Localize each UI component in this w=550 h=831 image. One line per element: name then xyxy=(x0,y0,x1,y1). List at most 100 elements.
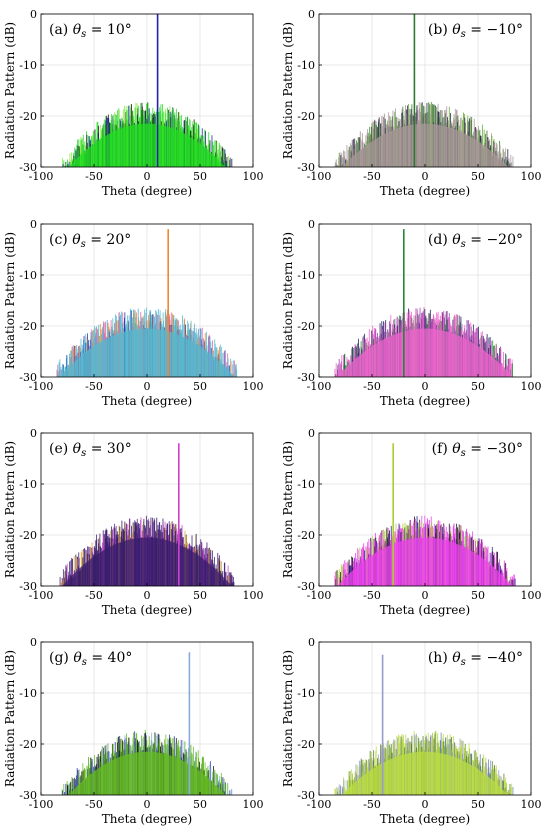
y-tick-label: 0 xyxy=(30,636,37,649)
y-tick-label: -10 xyxy=(19,687,37,700)
panel-letter: (e) xyxy=(49,441,73,457)
x-tick-label: -100 xyxy=(307,380,332,393)
x-tick-label: -100 xyxy=(29,380,54,393)
x-tick-label: -100 xyxy=(307,798,332,811)
theta-subscript: s xyxy=(461,448,466,459)
x-tick-label: -100 xyxy=(29,589,54,602)
panel-label: (a) θs = 10° xyxy=(49,22,132,40)
panel-label: (b) θs = −10° xyxy=(428,22,523,40)
panel-label: (h) θs = −40° xyxy=(428,650,523,668)
subplot-d: -100 -50 0 50 100 0 -10 -20 -30 Theta (degree) Rad… xyxy=(281,218,542,408)
x-tick-label: 0 xyxy=(422,589,429,602)
x-tick-label: -100 xyxy=(29,170,54,183)
y-axis-label: Radiation Pattern (dB) xyxy=(3,22,17,159)
y-tick-label: -10 xyxy=(19,269,37,282)
y-tick-label: -30 xyxy=(19,161,37,174)
steer-value: = 40° xyxy=(87,650,132,666)
subplot-e: -100 -50 0 50 100 0 -10 -20 -30 Theta (degree) Rad… xyxy=(3,427,264,617)
y-tick-label: -20 xyxy=(19,738,37,751)
subplot-g: -100 -50 0 50 100 0 -10 -20 -30 Theta (degree) Rad… xyxy=(3,636,264,826)
panel-letter: (a) xyxy=(49,22,73,38)
steer-value: = −30° xyxy=(466,441,523,457)
y-tick-label: 0 xyxy=(308,8,315,21)
y-tick-label: -20 xyxy=(19,320,37,333)
x-tick-label: -50 xyxy=(363,589,381,602)
subplot-a: -100 -50 0 50 100 0 -10 -20 -30 Theta (degree) Rad… xyxy=(3,8,264,198)
subplot-b: -100 -50 0 50 100 0 -10 -20 -30 Theta (degree) Rad… xyxy=(281,8,542,198)
theta-subscript: s xyxy=(81,239,86,250)
panel-label: (g) θs = 40° xyxy=(49,650,132,668)
x-tick-label: -50 xyxy=(363,798,381,811)
x-tick-label: 50 xyxy=(471,798,485,811)
x-tick-label: 100 xyxy=(521,170,542,183)
pattern-series xyxy=(59,443,235,586)
theta-subscript: s xyxy=(461,239,466,250)
sidelobe-envelope xyxy=(334,751,516,795)
theta-symbol: θ xyxy=(452,441,461,457)
theta-symbol: θ xyxy=(452,650,461,666)
x-tick-label: -100 xyxy=(307,589,332,602)
y-axis-label: Radiation Pattern (dB) xyxy=(3,232,17,369)
y-tick-label: -30 xyxy=(19,371,37,384)
subplot-f: -100 -50 0 50 100 0 -10 -20 -30 Theta (degree) Rad… xyxy=(281,427,542,617)
steer-value: = −10° xyxy=(466,22,523,38)
sidelobe-envelope xyxy=(60,537,234,586)
panel-label: (f) θs = −30° xyxy=(432,441,523,459)
panel-label: (c) θs = 20° xyxy=(49,232,131,250)
theta-subscript: s xyxy=(461,657,466,668)
subplot-c: -100 -50 0 50 100 0 -10 -20 -30 Theta (degree) Rad… xyxy=(3,218,264,408)
x-tick-label: 0 xyxy=(144,170,151,183)
pattern-series xyxy=(334,443,516,586)
x-tick-label: 100 xyxy=(521,589,542,602)
x-tick-label: 100 xyxy=(521,380,542,393)
x-tick-label: -50 xyxy=(85,170,103,183)
theta-subscript: s xyxy=(81,448,86,459)
x-tick-label: -50 xyxy=(85,380,103,393)
x-tick-label: -50 xyxy=(363,380,381,393)
x-tick-label: 100 xyxy=(243,380,264,393)
x-tick-label: -50 xyxy=(85,589,103,602)
steer-value: = −20° xyxy=(466,232,523,248)
panel-letter: (f) xyxy=(432,441,453,457)
x-tick-label: 50 xyxy=(471,589,485,602)
y-axis-label: Radiation Pattern (dB) xyxy=(281,232,295,369)
theta-symbol: θ xyxy=(73,441,82,457)
y-tick-label: -20 xyxy=(297,320,315,333)
y-tick-label: -10 xyxy=(297,269,315,282)
y-tick-label: -10 xyxy=(19,478,37,491)
x-tick-label: 0 xyxy=(422,798,429,811)
theta-subscript: s xyxy=(81,29,86,40)
y-tick-label: -10 xyxy=(297,478,315,491)
x-tick-label: 0 xyxy=(422,380,429,393)
x-axis-label: Theta (degree) xyxy=(380,812,470,826)
sidelobe-envelope xyxy=(62,123,232,167)
x-tick-label: 100 xyxy=(521,798,542,811)
x-tick-label: 100 xyxy=(243,798,264,811)
panel-label: (e) θs = 30° xyxy=(49,441,132,459)
subplot-h: -100 -50 0 50 100 0 -10 -20 -30 Theta (degree) Rad… xyxy=(281,636,542,826)
panel-letter: (c) xyxy=(49,232,72,248)
x-tick-label: 50 xyxy=(471,170,485,183)
x-tick-label: 0 xyxy=(144,380,151,393)
x-tick-label: 50 xyxy=(193,380,207,393)
x-tick-label: -100 xyxy=(29,798,54,811)
y-tick-label: -30 xyxy=(19,789,37,802)
y-axis-label: Radiation Pattern (dB) xyxy=(281,22,295,159)
x-tick-label: 100 xyxy=(243,589,264,602)
y-axis-label: Radiation Pattern (dB) xyxy=(3,650,17,787)
theta-symbol: θ xyxy=(452,22,461,38)
y-tick-label: -20 xyxy=(19,529,37,542)
y-axis-label: Radiation Pattern (dB) xyxy=(281,441,295,578)
x-axis-label: Theta (degree) xyxy=(102,184,192,198)
y-tick-label: 0 xyxy=(30,8,37,21)
y-tick-label: 0 xyxy=(308,636,315,649)
pattern-series xyxy=(56,229,238,377)
steer-value: = 20° xyxy=(86,232,131,248)
x-axis-label: Theta (degree) xyxy=(380,184,470,198)
y-tick-label: -10 xyxy=(297,59,315,72)
pattern-series xyxy=(334,14,516,167)
y-axis-label: Radiation Pattern (dB) xyxy=(3,441,17,578)
panel-letter: (b) xyxy=(428,22,452,38)
sidelobe-envelope xyxy=(56,328,238,377)
y-axis-label: Radiation Pattern (dB) xyxy=(281,650,295,787)
